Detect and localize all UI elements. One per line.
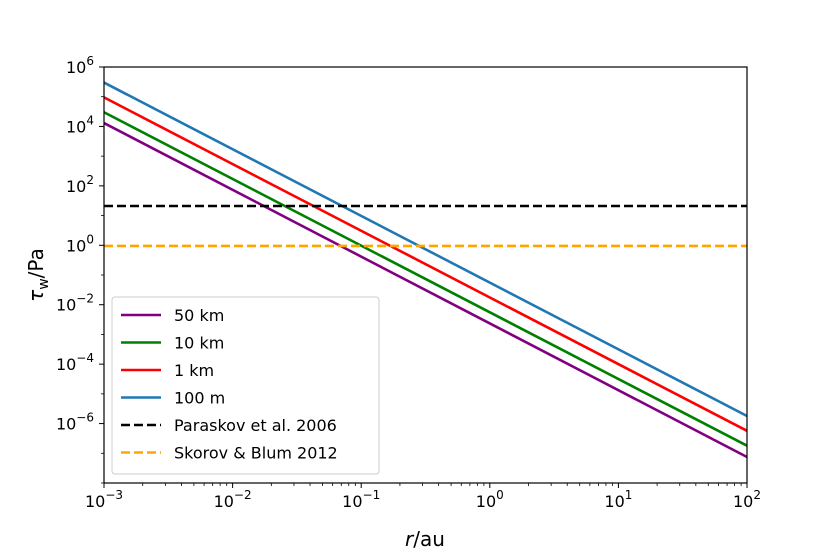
x-tick-label: 10−1: [342, 488, 380, 511]
y-tick-label: 100: [66, 232, 94, 255]
legend: 50 km 10 km 1 km 100 m Paraskov et al. 2006 S…: [111, 296, 380, 475]
y-axis-label: τw/Pa: [24, 248, 52, 302]
y-tick-label: 104: [66, 113, 94, 136]
legend-label-1: 50 km: [174, 306, 224, 325]
series-line-2: [103, 111, 748, 447]
legend-box: [111, 296, 380, 475]
y-axis: 10−6 10−4 10−2 100 102 104 106: [56, 54, 104, 484]
y-tick-label: 106: [66, 54, 94, 77]
series-layer: [103, 81, 748, 459]
legend-label-2: 10 km: [174, 334, 224, 353]
x-axis-label: r/au: [405, 527, 445, 551]
x-tick-label: 10−3: [85, 488, 123, 511]
legend-label-5: Paraskov et al. 2006: [174, 416, 337, 435]
series-line-1: [103, 121, 748, 459]
legend-label-6: Skorov & Blum 2012: [174, 444, 338, 463]
y-tick-label: 10−6: [56, 411, 94, 434]
y-tick-label: 102: [66, 173, 94, 196]
legend-label-3: 1 km: [174, 361, 214, 380]
series-line-3: [103, 96, 748, 432]
x-tick-label: 10−2: [214, 488, 252, 511]
series-line-4: [103, 81, 748, 418]
x-axis: 10−3 10−2 10−1 100 101 102: [85, 483, 761, 511]
x-tick-label: 100: [476, 488, 504, 511]
x-tick-label: 102: [733, 488, 761, 511]
legend-label-4: 100 m: [174, 389, 225, 408]
y-tick-label: 10−2: [56, 292, 94, 315]
x-tick-label: 101: [604, 488, 632, 511]
y-tick-label: 10−4: [56, 351, 94, 374]
